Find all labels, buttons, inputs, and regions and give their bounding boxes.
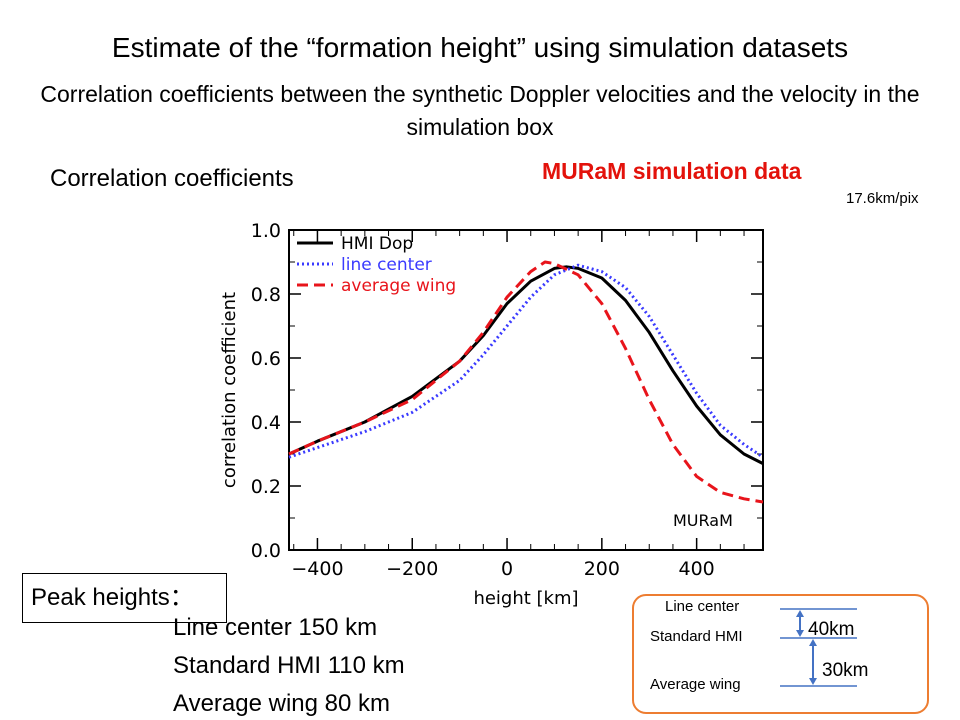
diagram-average-wing-label: Average wing	[650, 676, 741, 693]
simulation-data-label: MURaM simulation data	[542, 158, 802, 184]
diagram-line-center-label: Line center	[665, 598, 740, 615]
series-line-average-wing	[288, 260, 764, 504]
slide-title: Estimate of the “formation height” using…	[111, 32, 849, 63]
y-axis-label: correlation coefficient	[219, 292, 240, 488]
correlation-coefficients-label: Correlation coefficients	[50, 165, 294, 192]
slide-subtitle: Correlation coefficients between the syn…	[40, 81, 920, 140]
gap1-arrow	[796, 610, 804, 637]
x-axis-label: height [km]	[473, 588, 578, 609]
y-tick-label: 1.0	[251, 220, 281, 242]
x-tick-label: −200	[386, 558, 438, 580]
legend-label: line center	[341, 255, 432, 275]
y-tick-label: 0.8	[251, 284, 281, 306]
diagram-lines	[780, 608, 857, 687]
diagram-gap1-label: 40km	[808, 619, 855, 640]
x-tick-label: 400	[679, 558, 715, 580]
peak-height-average-wing: Average wing 80 km	[173, 690, 391, 717]
x-tick-label: 0	[501, 558, 513, 580]
peak-heights-box: Peak heights：	[22, 573, 227, 623]
formation-height-diagram	[632, 594, 929, 714]
peak-height-standard-hmi: Standard HMI 110 km	[173, 652, 405, 679]
series-line-hmi-dop	[288, 265, 764, 465]
x-tick-label: −400	[291, 558, 343, 580]
diagram-standard-hmi-label: Standard HMI	[650, 628, 743, 645]
peak-height-line-center: Line center 150 km	[173, 614, 378, 641]
y-tick-label: 0.4	[251, 412, 281, 434]
diagram-gap2-label: 30km	[822, 660, 869, 681]
y-tick-label: 0.6	[251, 348, 281, 370]
x-tick-label: 200	[584, 558, 620, 580]
pixel-scale-label: 17.6km/pix	[846, 190, 919, 207]
y-tick-label: 0.2	[251, 476, 281, 498]
legend-label: HMI Dop	[341, 234, 413, 254]
correlation-chart: −400 −200 0 200 400 0.0 0.2 0.4 0.6 0.8 1.0 height …	[219, 220, 764, 609]
y-tick-label: 0.0	[251, 540, 281, 562]
gap2-arrow	[809, 639, 817, 685]
legend-label: average wing	[341, 276, 456, 296]
chart-annotation: MURaM	[673, 511, 733, 530]
